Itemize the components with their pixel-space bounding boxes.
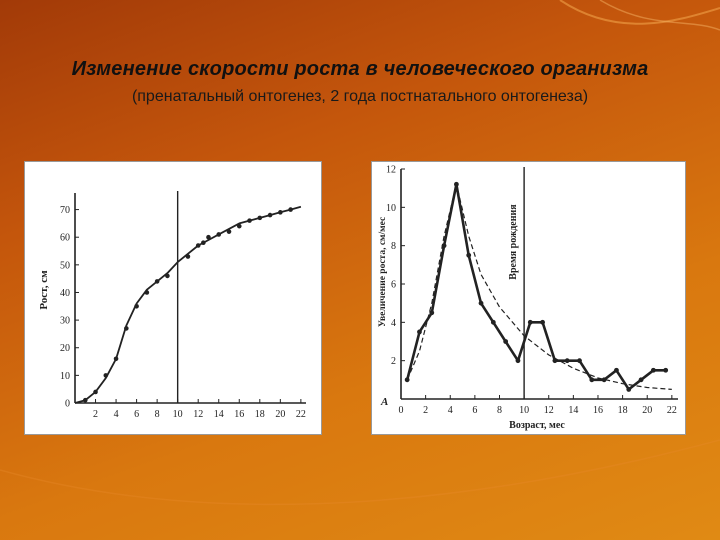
data-point [527,319,533,325]
y-tick-label: 12 [386,165,396,176]
series-line-dashed [406,184,672,390]
data-point [429,310,435,316]
y-tick-label: 30 [60,316,70,327]
data-point [404,377,410,383]
data-point [490,319,496,325]
data-point [226,229,232,234]
data-point [278,210,283,215]
x-tick-label: 6 [134,409,139,420]
x-tick-label: 8 [155,409,160,420]
chart-height-panel: 2 4 6 8 10 12 14 16 18 20 22 0 10 20 30 40 50 60 70 Рост, с… [24,161,322,435]
x-tick-label: 12 [544,405,554,416]
x-tick-label: 2 [93,409,98,420]
data-point [638,377,644,383]
data-point [144,290,150,295]
data-point [154,279,160,284]
x-tick-label: 6 [472,405,477,416]
data-point [113,356,119,362]
data-point [134,303,139,309]
x-tick-label: 4 [448,405,453,416]
data-point [515,358,521,364]
x-tick-label: 16 [234,409,244,420]
data-point [466,252,472,258]
x-axis-label: Возраст, мес [509,420,565,431]
data-point [589,377,595,383]
data-point [564,358,570,364]
data-point [124,326,129,331]
y-tick-label: 6 [391,280,396,291]
slide-title: Изменение скорости роста в человеческого… [71,58,649,80]
x-tick-label: 14 [214,409,224,420]
y-tick-label: 50 [60,260,70,271]
x-tick-label: 22 [667,405,677,416]
data-point [195,243,201,248]
data-point [103,373,109,378]
y-axis-label: Увеличение роста, см/мес [378,217,388,327]
x-tick-label: 2 [423,405,428,416]
data-point [93,389,98,395]
y-tick-label: 10 [386,203,396,214]
x-tick-label: 12 [193,409,203,420]
data-point [82,397,88,403]
y-tick-label: 60 [60,233,70,244]
data-point [417,329,422,335]
data-point [626,387,632,392]
series-curve [74,205,302,404]
y-tick-label: 8 [391,241,396,252]
data-point [236,223,242,229]
x-tick-label: 16 [593,405,603,416]
chart-height-growth: 2 4 6 8 10 12 14 16 18 20 22 0 10 20 30 40 50 60 70 Рост, с… [38,191,306,420]
x-tick-label: 0 [399,405,404,416]
x-tick-label: 18 [618,405,628,416]
x-tick-label: 10 [173,409,183,420]
x-tick-label: 4 [114,409,119,420]
x-tick-label: 10 [519,405,529,416]
data-point [257,215,263,221]
data-point [601,377,607,383]
birth-marker-label: Время рождения [508,204,519,280]
y-tick-label: 70 [60,205,70,216]
x-tick-label: 20 [275,409,285,420]
x-tick-label: 22 [296,409,306,420]
data-point [577,358,582,364]
data-point [540,319,545,325]
y-tick-label: 40 [60,288,70,299]
y-tick-label: 10 [60,371,70,382]
panel-letter-label: А [380,396,388,408]
data-point [478,300,484,306]
x-tick-label: 18 [255,409,265,420]
data-point [206,234,211,240]
data-point [503,339,509,344]
y-tick-label: 20 [60,343,70,354]
y-tick-label: 0 [65,399,70,410]
series-line [405,182,666,391]
data-point [650,367,656,373]
x-tick-label: 8 [497,405,502,416]
data-point [663,367,669,373]
data-point [165,273,170,279]
data-point [247,218,252,223]
data-point [267,212,273,218]
data-point [201,240,206,246]
x-tick-label: 14 [568,405,578,416]
y-axis-label: Рост, см [38,270,50,310]
y-tick-label: 2 [391,356,396,367]
data-point [288,207,293,212]
chart-velocity-panel: 0 2 4 6 8 10 12 14 16 18 20 22 2 4 6 8 10 12 Увеличение ро… [371,161,686,435]
data-point [185,254,191,259]
data-point [614,367,619,373]
slide-subtitle: (пренатальный онтогенез, 2 года постната… [131,88,589,105]
x-tick-label: 20 [642,405,652,416]
data-point [216,232,222,237]
y-tick-label: 4 [391,318,396,329]
